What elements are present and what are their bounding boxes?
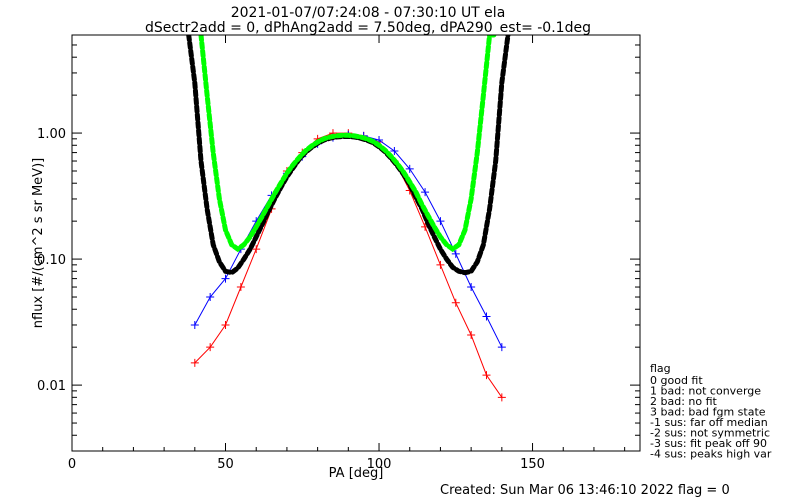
plot-frame — [71, 34, 641, 452]
series-2-point-0 — [190, 358, 199, 367]
legend: flag 0 good fit 1 bad: not converge 2 ba… — [650, 362, 772, 461]
x-tick-label-1: 50 — [217, 457, 234, 472]
chart-subtitle: dSectr2add = 0, dPhAng2add = 7.50deg, dP… — [145, 20, 591, 36]
series-2-point-1 — [206, 343, 215, 352]
series-2-point-3 — [236, 283, 245, 292]
series-2-point-2 — [221, 320, 230, 329]
legend-entry-3: 3 bad: bad fgm state — [650, 406, 766, 419]
series-2-point-18 — [467, 330, 476, 339]
series-3-point-15 — [421, 188, 430, 197]
y-axis-label: nflux [#/(cm^2 s sr MeV)] — [31, 158, 46, 328]
legend-entry-2: 2 bad: no fit — [650, 395, 718, 408]
series-2-point-4 — [252, 245, 261, 254]
legend-entry-6: -3 sus: fit peak off 90 — [650, 437, 767, 450]
y-tick-label-2: 1.00 — [37, 127, 66, 142]
series-2-point-16 — [436, 260, 445, 269]
series-layer — [186, 35, 511, 402]
series-3-point-20 — [497, 343, 506, 352]
legend-title: flag — [650, 362, 671, 375]
footer-text: Created: Sun Mar 06 13:46:10 2022 flag =… — [440, 483, 730, 498]
y-tick-label-1: 0.10 — [37, 253, 66, 268]
x-tick-label-2: 100 — [367, 457, 392, 472]
x-tick-label-0: 0 — [68, 457, 76, 472]
chart-title: 2021-01-07/07:24:08 - 07:30:10 UT ela — [231, 5, 506, 21]
legend-entry-4: -1 sus: far off median — [650, 416, 768, 429]
x-axis-label: PA [deg] — [329, 466, 384, 481]
series-3-point-1 — [206, 293, 215, 302]
legend-entry-1: 1 bad: not converge — [650, 385, 761, 398]
y-tick-label-0: 0.01 — [37, 379, 66, 394]
series-3-point-0 — [190, 320, 199, 329]
series-2-point-20 — [497, 393, 506, 402]
series-3-point-16 — [436, 217, 445, 226]
series-1-line — [198, 35, 499, 253]
series-2-point-19 — [482, 371, 491, 380]
series-3-line — [194, 134, 503, 348]
legend-entry-7: -4 sus: peaks high var — [650, 448, 772, 461]
series-3-point-18 — [467, 283, 476, 292]
legend-entry-0: 0 good fit — [650, 374, 703, 387]
x-tick-label-3: 150 — [520, 457, 545, 472]
axis-layer: 0 50 100 150 0.01 0.10 1.00 — [37, 34, 640, 472]
series-3-point-19 — [482, 312, 491, 321]
series-1 — [198, 35, 499, 253]
series-2-point-17 — [451, 298, 460, 307]
legend-entry-5: -2 sus: not symmetric — [650, 427, 770, 440]
series-3-point-2 — [221, 274, 230, 283]
series-3-point-17 — [451, 249, 460, 258]
series-3-point-14 — [405, 164, 414, 173]
series-3-point-13 — [390, 147, 399, 156]
